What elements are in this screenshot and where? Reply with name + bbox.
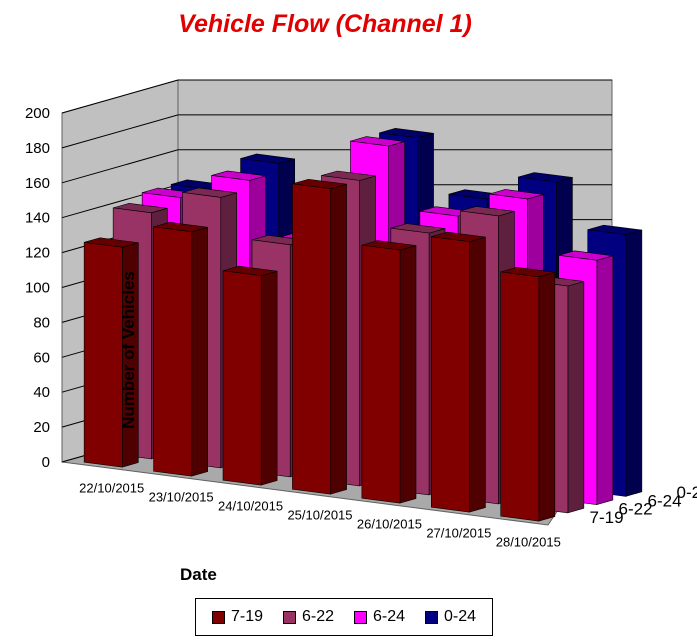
legend-swatch xyxy=(353,610,367,624)
legend-label: 7-19 xyxy=(230,608,264,625)
legend-label: 0-24 xyxy=(443,608,477,625)
gridline xyxy=(61,79,612,114)
y-tick-label: 80 xyxy=(33,314,50,331)
bar xyxy=(153,222,209,477)
x-tick-label: 25/10/2015 xyxy=(287,508,352,523)
series-axis-label: 6-24 xyxy=(648,491,682,510)
bar-side xyxy=(538,271,556,522)
y-tick-label: 100 xyxy=(25,280,50,297)
bar-front xyxy=(153,226,193,477)
bar-front xyxy=(430,236,470,513)
bars xyxy=(83,128,643,522)
y-tick-label: 60 xyxy=(33,349,50,366)
series-axis-label: 7-19 xyxy=(590,508,624,527)
x-tick-label: 28/10/2015 xyxy=(496,535,561,550)
legend-swatch xyxy=(211,610,225,624)
y-axis-label: Number of Vehicles xyxy=(119,271,138,429)
bar-front xyxy=(361,244,401,504)
bar-side xyxy=(469,236,486,513)
legend: 7-19 6-22 6-24 0-24 xyxy=(195,598,493,636)
x-tick-label: 22/10/2015 xyxy=(79,481,144,496)
y-tick-label: 20 xyxy=(33,419,50,436)
legend-item: 0-24 xyxy=(424,608,477,626)
y-tick-label: 200 xyxy=(25,105,50,122)
bar-front xyxy=(83,241,123,468)
y-tick-label: 160 xyxy=(25,175,50,192)
legend-swatch xyxy=(282,610,296,624)
bar-side xyxy=(596,255,614,506)
y-tick-label: 180 xyxy=(25,140,50,157)
y-tick-label: 120 xyxy=(25,245,50,262)
bar xyxy=(292,178,347,495)
bar-front xyxy=(500,271,540,522)
series-axis-label: 6-22 xyxy=(619,500,653,519)
bar-front xyxy=(222,270,262,486)
legend-item: 6-24 xyxy=(353,608,406,626)
x-tick-label: 27/10/2015 xyxy=(426,526,491,541)
bar-side xyxy=(330,183,347,495)
x-tick-label: 26/10/2015 xyxy=(357,517,422,532)
x-axis-label: Date xyxy=(180,565,217,584)
legend-item: 6-22 xyxy=(282,608,335,626)
legend-item: 7-19 xyxy=(211,608,264,626)
gridline xyxy=(61,149,612,184)
legend-swatch xyxy=(424,610,438,624)
bar xyxy=(430,231,486,513)
bar xyxy=(83,237,139,468)
legend-label: 6-24 xyxy=(372,608,406,625)
bar-side xyxy=(567,281,585,514)
bar-side xyxy=(260,270,278,486)
bar-front xyxy=(292,183,331,495)
bar-side xyxy=(399,245,417,504)
bar xyxy=(222,265,278,486)
x-tick-label: 24/10/2015 xyxy=(218,499,283,514)
x-tick-label: 23/10/2015 xyxy=(149,490,214,505)
gridline xyxy=(61,114,612,149)
y-tick-labels: 0 20 40 60 80 100 120 140 160 180 200 xyxy=(25,105,50,471)
bar-side xyxy=(191,226,209,477)
series-axis-label: 0-24 xyxy=(677,483,697,502)
legend-label: 6-22 xyxy=(301,608,335,625)
chart-title: Vehicle Flow (Channel 1) xyxy=(178,10,472,38)
series-axis-labels: 7-196-226-240-24 xyxy=(590,483,697,527)
x-tick-labels: 22/10/2015 23/10/2015 24/10/2015 25/10/2015… xyxy=(79,481,561,550)
y-tick-label: 140 xyxy=(25,210,50,227)
bar xyxy=(361,240,417,504)
y-tick-label: 40 xyxy=(33,384,50,401)
bar-side xyxy=(625,229,643,497)
y-tick-label: 0 xyxy=(42,454,50,471)
bar xyxy=(500,267,556,522)
